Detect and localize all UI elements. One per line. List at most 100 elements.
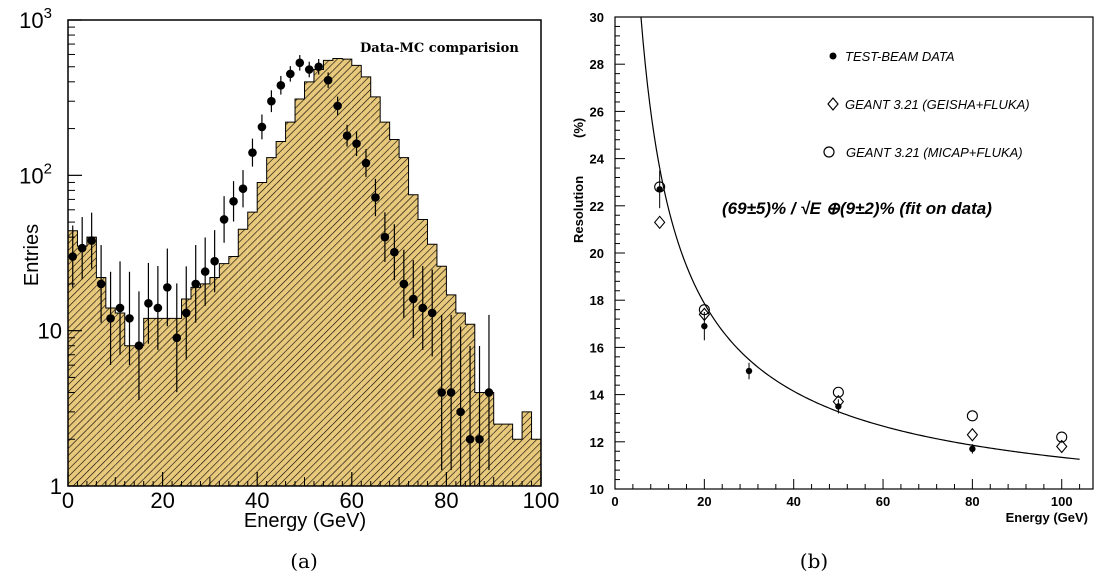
data-point (229, 197, 238, 206)
test-beam-point (969, 445, 976, 453)
histogram-bin (219, 263, 229, 486)
y-tick-label: 16 (590, 340, 604, 355)
chart-b-data-points (653, 170, 1068, 454)
histogram-outline (68, 58, 541, 486)
data-point (323, 75, 333, 85)
histogram-bin (332, 58, 343, 486)
data-point (267, 96, 276, 106)
y-tick-label: 22 (590, 199, 604, 214)
data-point (465, 434, 475, 444)
histogram-bin (276, 141, 286, 486)
data-point (106, 314, 115, 323)
histogram-bin (181, 298, 191, 486)
y-tick-label: 30 (590, 10, 604, 25)
legend-filled-circle-marker (829, 52, 837, 60)
chart-b-ticks: 0 20 40 60 80 100 10 12 14 16 18 20 22 24 26 28 30 (590, 10, 1081, 509)
data-point (408, 294, 418, 304)
y-tick-label: 24 (590, 152, 605, 167)
histogram-bin (304, 81, 314, 486)
data-point (163, 283, 172, 292)
chart-b: 0 20 40 60 80 100 10 12 14 16 18 20 22 24 26 28 30 TEST-… (571, 10, 1094, 573)
x-tick-label: 40 (786, 494, 800, 509)
data-point (342, 131, 352, 140)
data-point (134, 341, 144, 351)
histogram-bin (541, 424, 550, 486)
legend-entry-geisha: GEANT 3.21 (GEISHA+FLUKA) (845, 97, 1030, 112)
y-tick-label: 10 (590, 482, 604, 497)
chart-a: 0 20 40 60 80 100 1 10 102 103 Data-MC comparisio… (19, 5, 578, 573)
micap-point (1056, 431, 1068, 443)
data-point (427, 308, 437, 318)
data-point (314, 62, 323, 72)
x-tick-label: 60 (876, 494, 890, 509)
micap-point (832, 386, 844, 398)
data-point (219, 215, 229, 224)
x-tick-label: 100 (1051, 494, 1073, 509)
histogram-bin (77, 246, 87, 486)
histogram-bin (228, 256, 239, 486)
data-point (144, 299, 153, 308)
data-point (276, 80, 286, 90)
legend-entry-micap: GEANT 3.21 (MICAP+FLUKA) (846, 145, 1023, 160)
histogram-bin (560, 439, 569, 486)
y-tick-label: 26 (590, 104, 604, 119)
data-point (115, 303, 125, 313)
legend-entry-test-beam: TEST-BEAM DATA (845, 49, 955, 64)
histogram-bin (493, 424, 504, 486)
data-point (304, 65, 314, 74)
histogram-bin (408, 194, 419, 486)
data-point (484, 388, 494, 397)
chart-a-caption: (a) (290, 549, 318, 573)
x-tick-label: 80 (965, 494, 979, 509)
histogram-bin (522, 411, 532, 486)
histogram-bin (143, 318, 154, 486)
chart-b-fit-curve (640, 17, 1080, 460)
y-tick-label: 12 (590, 435, 604, 450)
chart-b-caption: (b) (800, 549, 828, 573)
chart-a-title: Data-MC comparision (360, 41, 519, 56)
micap-point (654, 181, 666, 193)
legend-open-circle-marker (823, 146, 835, 158)
geisha-point (966, 427, 979, 442)
y-tick-label: 28 (590, 57, 604, 72)
histogram-bin (68, 230, 78, 486)
histogram-bin (266, 157, 277, 486)
histogram-bin (105, 307, 116, 486)
chart-b-frame (614, 16, 1094, 490)
histogram-bin (162, 318, 173, 486)
data-point (200, 267, 210, 276)
legend-diamond-marker (827, 97, 839, 111)
micap-point (966, 410, 978, 422)
chart-b-legend: TEST-BEAM DATA GEANT 3.21 (GEISHA+FLUKA)… (823, 49, 1030, 160)
histogram-bin (295, 99, 305, 486)
y-tick-label: 103 (19, 5, 52, 33)
data-point (125, 314, 134, 323)
histogram-bin (323, 60, 333, 486)
test-beam-point (656, 186, 663, 193)
x-tick-label: 40 (245, 488, 269, 513)
geisha-point (653, 215, 666, 230)
y-tick-label: 18 (590, 293, 604, 308)
x-tick-label: 0 (611, 494, 618, 509)
histogram-bin (200, 283, 210, 486)
data-point (286, 69, 295, 79)
histogram-bin (86, 237, 97, 486)
histogram-bin (238, 229, 248, 486)
x-tick-label: 100 (523, 488, 560, 513)
data-point (257, 122, 267, 132)
test-beam-point (835, 403, 842, 410)
x-tick-label: 60 (340, 488, 364, 513)
histogram-bin (399, 157, 409, 486)
test-beam-point (701, 322, 708, 330)
data-point (456, 407, 465, 417)
micap-point (698, 304, 710, 316)
histogram-bin (569, 439, 578, 486)
data-point (437, 388, 446, 397)
histogram-bin (512, 439, 523, 486)
histogram-bin (503, 424, 513, 486)
histogram-bin (285, 122, 296, 486)
histogram-bin (153, 318, 163, 486)
data-point (418, 303, 428, 313)
histogram-bin (361, 76, 371, 486)
